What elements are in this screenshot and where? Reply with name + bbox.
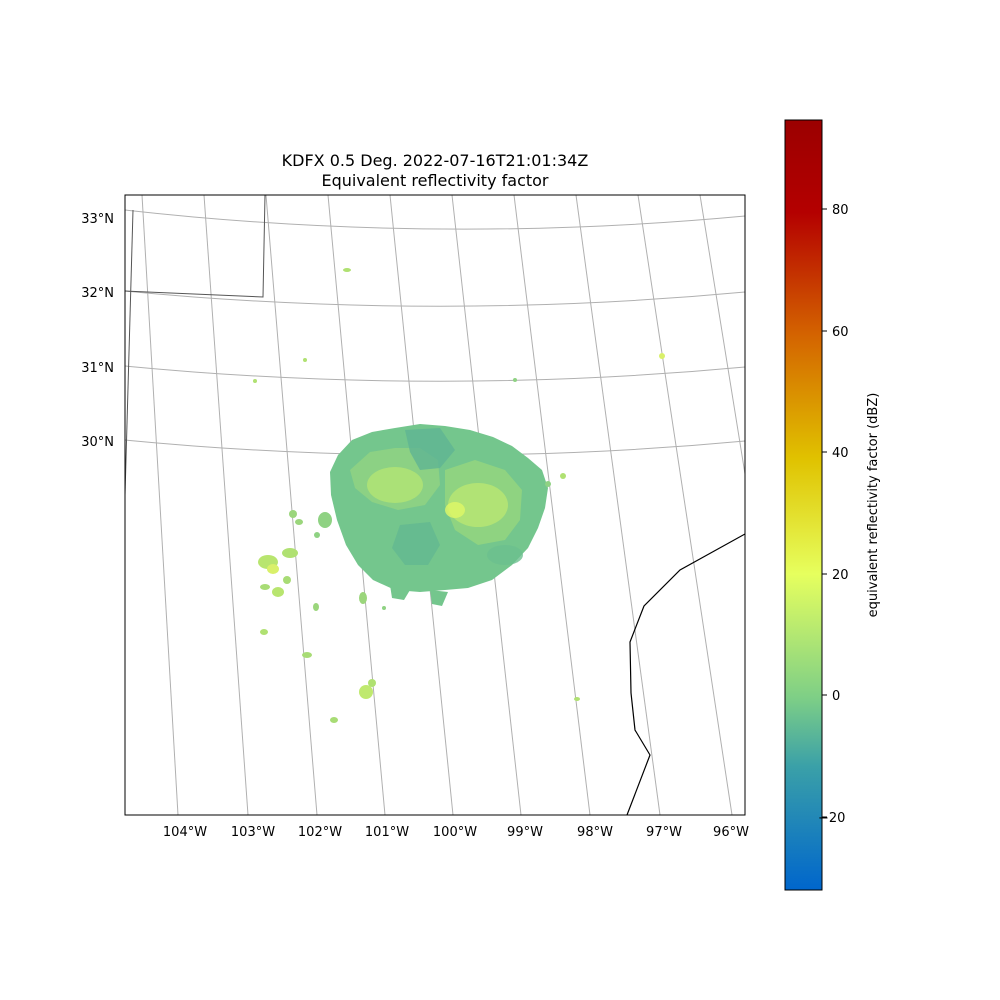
colorbar-tick-label: 80 [832,203,849,218]
meridian-104w [141,195,179,815]
scattered-echoes [253,268,665,723]
lat-label: 31°N [81,361,114,376]
colorbar-tick-labels: 80 60 40 20 0 −20 [818,203,849,826]
lon-label: 98°W [577,825,613,840]
colorbar-gradient [784,119,823,891]
plot-subtitle: Equivalent reflectivity factor [321,171,549,190]
meridian-95w [699,195,745,478]
map-panel: 104°W 103°W 102°W 101°W 100°W 99°W 98°W … [81,194,749,840]
lat-label: 30°N [81,435,114,450]
lon-label: 102°W [298,825,342,840]
meridian-102w [265,195,318,815]
parallel-31n [125,365,745,382]
colorbar-label: equivalent reflectivity factor (dBZ) [866,393,881,618]
border-lines [125,195,745,815]
colorbar-ticks [822,208,827,818]
colorbar-tick-label: −20 [818,811,845,826]
coastline [626,533,745,815]
colorbar-tick-label: 20 [832,568,849,583]
parallel-33n [125,209,745,230]
lon-label: 103°W [231,825,275,840]
meridian-97w [575,195,661,815]
colorbar-tick-label: 60 [832,325,849,340]
lon-label: 97°W [646,825,682,840]
lat-label: 33°N [81,212,114,227]
lon-label: 99°W [507,825,543,840]
parallel-gridlines [125,209,745,456]
colorbar: 80 60 40 20 0 −20 equivalent reflectivit… [784,119,881,891]
lon-label: 104°W [163,825,207,840]
plot-title: KDFX 0.5 Deg. 2022-07-16T21:01:34Z [281,151,589,170]
lon-label: 101°W [365,825,409,840]
lon-label: 96°W [713,825,749,840]
main-echo-cluster [330,424,548,606]
map-frame [124,194,746,816]
state-border-west [125,209,134,496]
lat-axis: 33°N 32°N 31°N 30°N [81,212,114,450]
meridian-103w [203,195,249,815]
meridian-96w [637,195,733,815]
lat-label: 32°N [81,286,114,301]
reflectivity-echoes [253,268,665,723]
state-border [125,195,266,298]
lon-label: 100°W [433,825,477,840]
lon-axis: 104°W 103°W 102°W 101°W 100°W 99°W 98°W … [163,825,749,840]
parallel-32n [125,290,745,307]
meridian-98w [513,195,591,815]
colorbar-tick-label: 40 [832,446,849,461]
colorbar-tick-label: 0 [832,689,840,704]
